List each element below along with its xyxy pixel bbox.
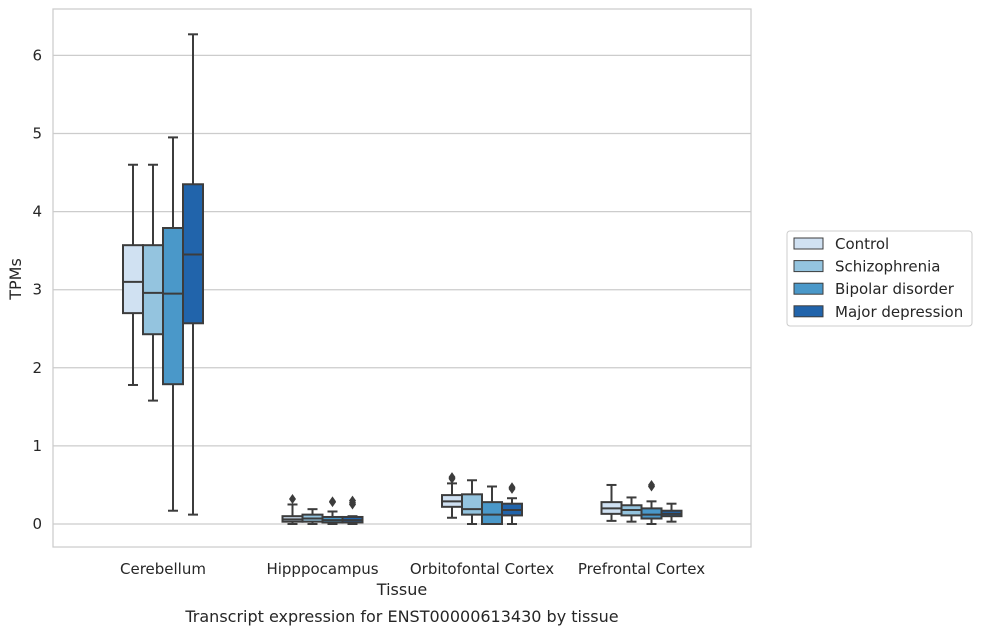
y-tick-label: 5 [32,125,42,143]
legend-label: Bipolar disorder [835,280,955,298]
outlier-point [648,479,655,490]
box-3-0 [600,483,623,522]
box-1-3 [341,495,364,525]
box-2-1 [461,479,483,525]
box-0-0 [122,163,144,386]
box-plot-marks [122,33,683,525]
x-tick-labels: Cerebellum Hipppocampus Orbitofontal Corte… [120,560,705,578]
chart-caption: Transcript expression for ENST0000061343… [184,607,618,626]
legend-label: Control [835,235,889,253]
plot-frame [52,8,752,548]
y-axis-title: TPMs [6,258,25,301]
box-body [122,244,144,315]
box-body [481,501,503,525]
outlier-point [508,482,516,493]
y-tick-labels: 0 1 2 3 4 5 6 [32,46,42,533]
box-2-3 [501,482,523,525]
box-body [461,493,483,516]
legend-item: Control [793,235,889,253]
box-body [640,507,663,520]
legend-item: Schizophrenia [793,258,940,276]
x-tick-label: Prefrontal Cortex [578,560,705,578]
outlier-point [329,496,336,507]
outlier-point [349,495,356,506]
box-body [142,244,164,336]
box-1-2 [321,496,344,525]
legend-item: Bipolar disorder [793,280,955,298]
outlier-point [448,472,456,483]
x-tick-label: Orbitofontal Cortex [410,560,554,578]
box-body [162,227,184,386]
legend-label: Schizophrenia [835,258,940,276]
box-3-2 [640,479,663,525]
legend-swatch [793,237,824,250]
x-tick-label: Cerebellum [120,560,206,578]
box-0-3 [182,33,204,516]
y-tick-label: 2 [32,359,42,377]
y-tick-label: 4 [32,203,42,221]
legend-frame [786,230,973,327]
y-tick-label: 1 [32,437,42,455]
x-tick-label: Hipppocampus [266,560,378,578]
legend-label: Major depression [835,303,963,321]
legend-item: Major depression [793,303,963,321]
y-tick-label: 0 [32,515,42,533]
outlier-point [289,494,296,505]
x-axis-title: Tissue [376,580,427,599]
y-tick-label: 6 [32,46,42,64]
legend-swatch [793,282,824,295]
y-tick-label: 3 [32,281,42,299]
box-1-0 [281,494,304,525]
legend-swatch [793,305,824,318]
legend-swatch [793,260,824,273]
legend: Control Schizophrenia Bipolar disorder Majo… [786,230,973,327]
box-3-3 [660,502,683,523]
